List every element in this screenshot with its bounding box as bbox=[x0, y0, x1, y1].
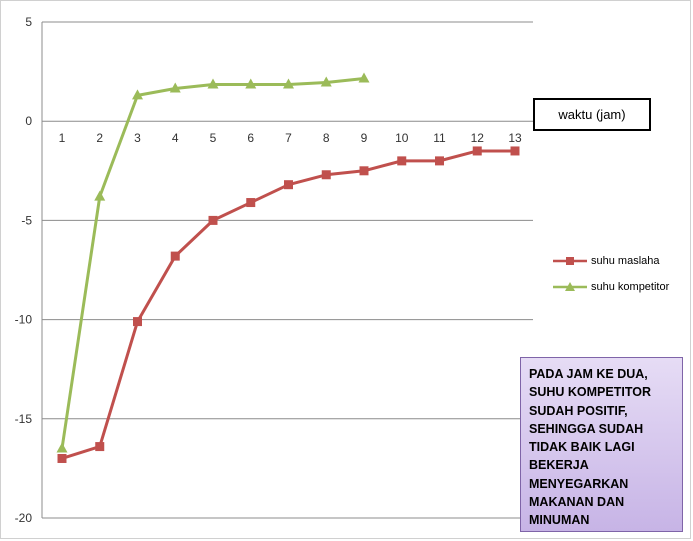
data-point-triangle bbox=[207, 78, 219, 89]
annotation-box: PADA JAM KE DUA, SUHU KOMPETITOR SUDAH P… bbox=[520, 357, 683, 532]
data-point-triangle bbox=[169, 82, 181, 93]
y-tick-label: -20 bbox=[15, 511, 33, 525]
x-tick-label: 13 bbox=[508, 131, 522, 145]
x-tick-label: 1 bbox=[59, 131, 66, 145]
data-point-square bbox=[170, 251, 180, 261]
x-tick-label: 11 bbox=[433, 131, 446, 145]
y-tick-label: 0 bbox=[25, 114, 32, 128]
x-tick-label: 8 bbox=[323, 131, 330, 145]
x-axis-label: waktu (jam) bbox=[533, 98, 651, 131]
data-point-square bbox=[397, 156, 407, 166]
data-point-square bbox=[435, 156, 444, 166]
data-point-square bbox=[95, 442, 105, 452]
x-tick-label: 5 bbox=[210, 131, 217, 145]
data-point-triangle bbox=[56, 442, 68, 453]
x-tick-label: 6 bbox=[247, 131, 254, 145]
data-point-triangle bbox=[283, 78, 294, 89]
data-point-square bbox=[208, 215, 218, 225]
legend-marker-triangle bbox=[553, 282, 587, 291]
x-tick-label: 9 bbox=[361, 131, 368, 145]
data-point-triangle bbox=[94, 190, 106, 201]
series-line-maslaha bbox=[61, 149, 515, 460]
legend-label-maslaha: suhu maslaha bbox=[591, 255, 660, 267]
data-point-square bbox=[472, 146, 482, 156]
data-point-triangle bbox=[358, 72, 370, 83]
y-tick-label: -15 bbox=[15, 412, 33, 426]
x-tick-label: 10 bbox=[395, 131, 409, 145]
y-tick-label: -10 bbox=[15, 313, 33, 327]
y-tick-label: -5 bbox=[21, 213, 32, 227]
y-tick-label: 5 bbox=[25, 15, 32, 29]
x-tick-label: 2 bbox=[96, 131, 103, 145]
data-point-square bbox=[246, 198, 256, 208]
legend-label-kompetitor: suhu kompetitor bbox=[591, 281, 670, 293]
data-point-square bbox=[284, 180, 293, 190]
legend-marker-square bbox=[553, 257, 587, 265]
x-tick-label: 4 bbox=[172, 131, 179, 145]
data-point-square bbox=[359, 166, 369, 176]
data-point-triangle bbox=[245, 78, 257, 89]
data-point-square bbox=[510, 146, 520, 156]
data-point-square bbox=[57, 453, 67, 463]
data-point-triangle bbox=[320, 76, 332, 87]
legend: suhu maslaha suhu kompetitor bbox=[553, 248, 669, 300]
data-point-square bbox=[133, 317, 142, 327]
legend-item-kompetitor: suhu kompetitor bbox=[553, 274, 669, 300]
x-tick-label: 3 bbox=[134, 131, 141, 145]
data-point-square bbox=[321, 170, 331, 180]
x-tick-label: 7 bbox=[285, 131, 292, 145]
data-point-triangle bbox=[132, 89, 143, 100]
x-tick-label: 12 bbox=[471, 131, 485, 145]
legend-item-maslaha: suhu maslaha bbox=[553, 248, 669, 274]
